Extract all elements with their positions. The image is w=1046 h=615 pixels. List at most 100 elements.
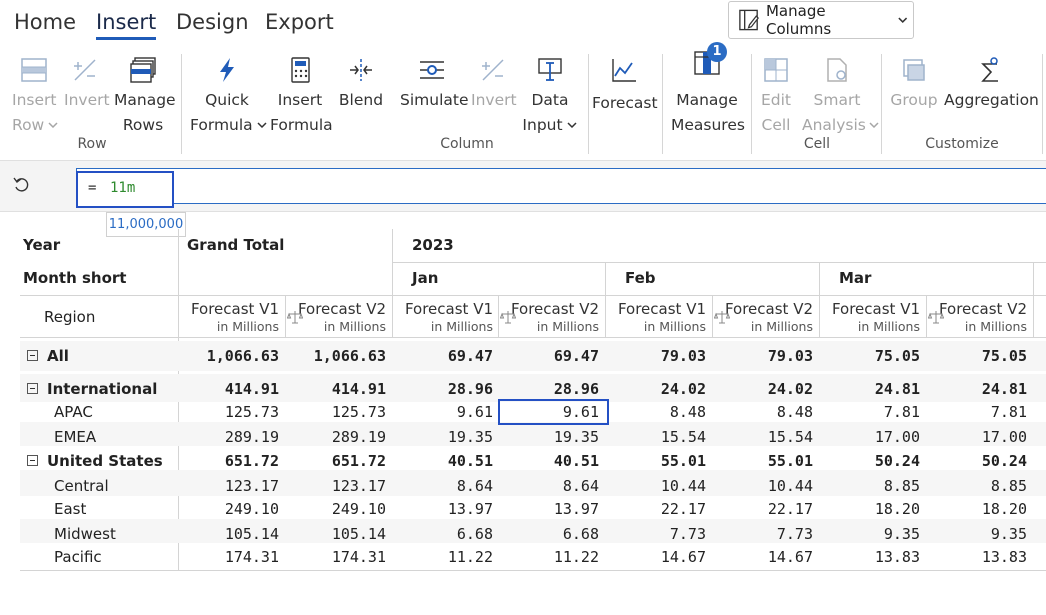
table-cell[interactable]: 8.85: [883, 477, 920, 495]
table-cell[interactable]: 651.72: [331, 452, 386, 470]
table-cell[interactable]: 40.51: [447, 452, 493, 470]
row-label[interactable]: APAC: [54, 403, 93, 421]
table-cell[interactable]: 8.48: [776, 403, 813, 421]
tab-home[interactable]: Home: [14, 10, 77, 34]
table-cell[interactable]: 18.20: [981, 500, 1027, 518]
table-cell[interactable]: 289.19: [224, 428, 279, 446]
formula-edit-box[interactable]: [76, 171, 174, 208]
region-dimension-label[interactable]: Region: [44, 308, 96, 326]
formula-input-field[interactable]: [76, 168, 1046, 204]
table-cell[interactable]: 13.97: [447, 500, 493, 518]
blend-button[interactable]: Blend: [338, 52, 384, 113]
table-cell[interactable]: 8.64: [562, 477, 599, 495]
forecast-button[interactable]: Forecast: [592, 52, 658, 116]
column-header-forecast-v1[interactable]: Forecast V1 in Millions: [178, 301, 279, 335]
table-cell[interactable]: 79.03: [660, 347, 706, 365]
table-cell[interactable]: 8.64: [456, 477, 493, 495]
table-cell[interactable]: 174.31: [331, 548, 386, 566]
table-cell[interactable]: 11.22: [447, 548, 493, 566]
group-button[interactable]: Group: [890, 52, 938, 113]
table-cell[interactable]: 123.17: [224, 477, 279, 495]
row-label[interactable]: International: [27, 380, 157, 398]
edit-cell-button[interactable]: Edit Cell: [756, 52, 796, 138]
column-header-forecast-v2[interactable]: Forecast V2 in Millions: [712, 301, 813, 335]
table-cell[interactable]: 1,066.63: [206, 347, 279, 365]
table-cell[interactable]: 125.73: [224, 403, 279, 421]
table-cell[interactable]: 10.44: [660, 477, 706, 495]
column-header-forecast-v1[interactable]: Forecast V1 in Millions: [392, 301, 493, 335]
table-cell[interactable]: 1,066.63: [313, 347, 386, 365]
manage-measures-button[interactable]: 1 Manage Measures: [671, 42, 745, 138]
table-cell[interactable]: 6.68: [562, 525, 599, 543]
table-cell[interactable]: 15.54: [660, 428, 706, 446]
table-cell[interactable]: 14.67: [660, 548, 706, 566]
table-cell[interactable]: 414.91: [224, 380, 279, 398]
table-cell[interactable]: 15.54: [767, 428, 813, 446]
manage-rows-button[interactable]: Manage Rows: [114, 52, 176, 138]
table-cell[interactable]: 24.81: [981, 380, 1027, 398]
table-cell[interactable]: 289.19: [331, 428, 386, 446]
table-cell[interactable]: 9.35: [883, 525, 920, 543]
table-cell[interactable]: 7.81: [883, 403, 920, 421]
table-cell[interactable]: 22.17: [767, 500, 813, 518]
row-label[interactable]: Pacific: [54, 548, 102, 566]
table-cell[interactable]: 9.61: [562, 403, 599, 421]
table-cell[interactable]: 11.22: [553, 548, 599, 566]
table-cell[interactable]: 105.14: [331, 525, 386, 543]
invert-row-button[interactable]: Invert: [64, 52, 110, 113]
table-cell[interactable]: 7.73: [776, 525, 813, 543]
table-cell[interactable]: 249.10: [224, 500, 279, 518]
table-cell[interactable]: 10.44: [767, 477, 813, 495]
table-cell[interactable]: 651.72: [224, 452, 279, 470]
table-cell[interactable]: 50.24: [874, 452, 920, 470]
tab-design[interactable]: Design: [176, 10, 249, 34]
table-cell[interactable]: 24.81: [874, 380, 920, 398]
simulate-button[interactable]: Simulate: [400, 52, 469, 113]
row-label[interactable]: United States: [27, 452, 163, 470]
table-cell[interactable]: 69.47: [553, 347, 599, 365]
collapse-toggle-icon[interactable]: [27, 455, 38, 466]
formula-value[interactable]: 11m: [110, 180, 136, 196]
table-cell[interactable]: 22.17: [660, 500, 706, 518]
data-input-button[interactable]: Data Input: [522, 52, 578, 138]
table-cell[interactable]: 75.05: [874, 347, 920, 365]
table-cell[interactable]: 249.10: [331, 500, 386, 518]
table-cell[interactable]: 24.02: [767, 380, 813, 398]
table-cell[interactable]: 9.61: [456, 403, 493, 421]
insert-row-button[interactable]: Insert Row: [12, 52, 58, 138]
table-cell[interactable]: 7.73: [669, 525, 706, 543]
table-cell[interactable]: 19.35: [553, 428, 599, 446]
collapse-toggle-icon[interactable]: [27, 350, 38, 361]
table-cell[interactable]: 24.02: [660, 380, 706, 398]
collapse-toggle-icon[interactable]: [27, 383, 38, 394]
table-cell[interactable]: 7.81: [990, 403, 1027, 421]
table-cell[interactable]: 28.96: [447, 380, 493, 398]
table-cell[interactable]: 55.01: [767, 452, 813, 470]
table-cell[interactable]: 174.31: [224, 548, 279, 566]
aggregation-button[interactable]: Aggregation: [944, 52, 1039, 113]
table-cell[interactable]: 17.00: [981, 428, 1027, 446]
table-cell[interactable]: 79.03: [767, 347, 813, 365]
table-cell[interactable]: 50.24: [981, 452, 1027, 470]
table-cell[interactable]: 55.01: [660, 452, 706, 470]
column-header-forecast-v2[interactable]: Forecast V2 in Millions: [498, 301, 599, 335]
table-cell[interactable]: 17.00: [874, 428, 920, 446]
column-header-forecast-v1[interactable]: Forecast V1 in Millions: [819, 301, 920, 335]
table-cell[interactable]: 19.35: [447, 428, 493, 446]
column-header-forecast-v2[interactable]: Forecast V2 in Millions: [285, 301, 386, 335]
row-label[interactable]: Midwest: [54, 525, 116, 543]
manage-columns-button[interactable]: Manage Columns: [728, 1, 914, 39]
row-label[interactable]: Central: [54, 477, 109, 495]
insert-formula-button[interactable]: Insert Formula: [270, 52, 333, 138]
table-cell[interactable]: 8.85: [990, 477, 1027, 495]
undo-icon[interactable]: [12, 175, 32, 195]
table-cell[interactable]: 75.05: [981, 347, 1027, 365]
table-cell[interactable]: 13.97: [553, 500, 599, 518]
row-label[interactable]: EMEA: [54, 428, 96, 446]
table-cell[interactable]: 125.73: [331, 403, 386, 421]
row-label[interactable]: East: [54, 500, 86, 518]
column-header-forecast-v1[interactable]: Forecast V1 in Millions: [605, 301, 706, 335]
table-cell[interactable]: 414.91: [331, 380, 386, 398]
row-label[interactable]: All: [27, 347, 69, 365]
table-cell[interactable]: 28.96: [553, 380, 599, 398]
